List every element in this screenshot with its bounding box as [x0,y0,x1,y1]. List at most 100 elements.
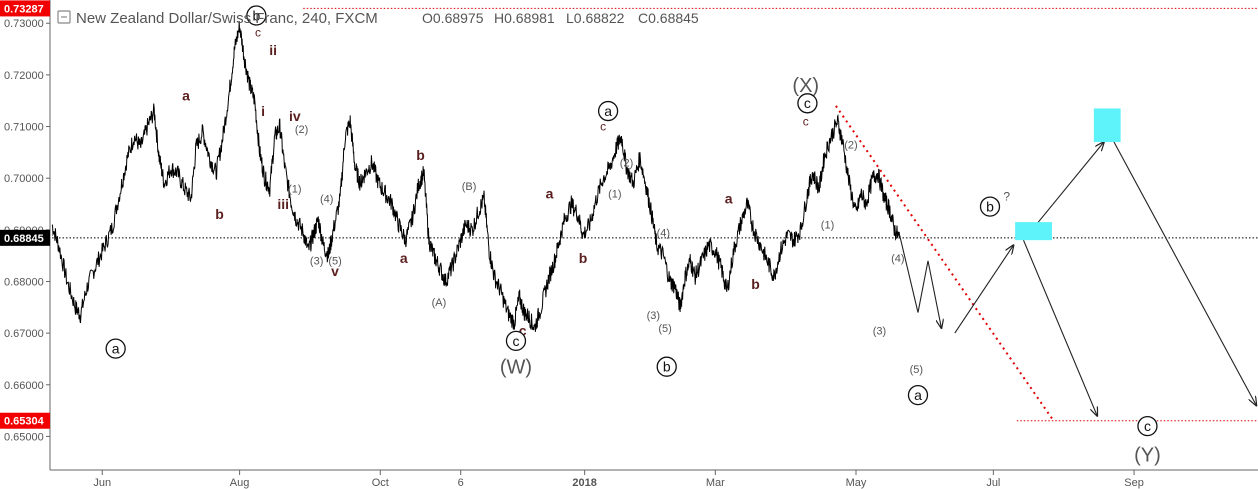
projection-arrow [954,245,1014,334]
y-tick-label: 0.71000 [4,122,44,134]
wave-label: (5) [910,364,923,376]
y-tick-label: 0.65000 [4,431,44,443]
x-tick-label: Jul [986,477,1000,489]
y-axis-ticks: 0.650000.660000.670000.680000.690000.700… [4,18,50,443]
x-tick-label: Oct [372,477,389,489]
wave-label: iv [289,108,301,124]
wave-label: (5) [658,323,671,335]
wave-label: (2) [620,158,633,170]
ohlc-l: L0.68822 [566,10,625,26]
x-axis-ticks: Jun Aug Oct 6 2018 Mar May Jul Sep [93,470,1144,489]
wave-label: v [331,263,339,279]
wave-label-circle [105,338,126,359]
wave-label: (A) [432,297,447,309]
wave-label: b [215,206,224,222]
wave-label: (2) [844,139,857,151]
price-tag-label: 0.68845 [4,233,44,245]
y-tick-label: 0.73000 [4,18,44,30]
wave-label: c [803,115,809,129]
wave-label: (Y) [1134,445,1161,467]
price-tags: 0.73287 0.68845 0.65304 [0,0,50,429]
wave-label-circle [1137,415,1158,437]
wave-label: a [182,87,190,103]
price-tag-box [0,412,50,429]
x-tick-label: Aug [230,477,250,489]
wave-label: b [579,250,588,266]
x-tick-label: Mar [706,477,725,489]
target-boxes [1015,108,1121,241]
wave-label: a [112,341,120,357]
x-tick-label: May [846,477,867,489]
price-line [51,21,901,332]
wave-label: a [914,387,922,403]
price-tag-box [0,0,50,17]
dotted-trend-line [835,105,1055,422]
chart-header: New Zealand Dollar/Swiss Franc, 240, FXC… [57,10,699,27]
y-tick-label: 0.72000 [4,70,44,82]
wave-label: (1) [288,183,301,195]
wave-label: a [400,250,408,266]
wave-label: (3) [647,310,660,322]
wave-label: (W) [500,357,532,379]
wave-label: (X) [792,75,819,97]
y-tick-label: 0.70000 [4,173,44,185]
wave-label: (1) [608,189,621,201]
wave-label-circle [797,93,818,114]
y-tick-label: 0.66000 [4,380,44,392]
wave-label: (3) [310,256,323,268]
wave-label: ii [269,42,277,58]
wave-label: (B) [462,181,477,193]
projection-arrow [899,234,942,328]
price-tag-box [0,229,50,246]
wave-label: c [255,26,261,40]
x-tick-label: Sep [1124,477,1144,489]
wave-label: a [546,186,554,202]
wave-label-circle [656,356,677,377]
wave-label: b [986,198,994,214]
wave-label: a [725,191,733,207]
ohlc-readout: O0.68975 H0.68981 L0.68822 C0.68845 [422,10,699,26]
wave-label-circle [505,330,527,352]
y-tick-label: 0.68000 [4,276,44,288]
wave-label: (4) [657,227,670,239]
target-box [1093,108,1121,143]
target-box [1015,222,1052,241]
wave-label: i [261,103,265,119]
wave-label: c [512,333,519,349]
x-tick-label: Jun [93,477,111,489]
wave-label-circle [246,5,267,26]
wave-label: b [751,276,760,292]
wave-label: (3) [873,325,886,337]
wave-label: c [519,322,527,338]
wave-label: b [252,7,260,23]
wave-label: (4) [891,253,904,265]
price-tag-label: 0.73287 [4,3,44,15]
wave-label-circle [597,100,619,122]
projection-arrow [1022,239,1098,416]
x-tick-label: 6 [458,477,464,489]
wave-label: c [600,120,606,134]
ohlc-c: C0.68845 [638,10,699,26]
wave-label-circle [907,384,929,406]
wave-label: a [604,103,612,119]
wave-label: iii [277,196,289,212]
wave-label-circle [979,196,1001,217]
wave-label: (5) [328,256,341,268]
projection-arrows [899,142,1257,416]
wave-label: c [1144,418,1151,434]
wave-label: b [663,359,671,375]
wave-label: b [416,147,425,163]
ohlc-o: O0.68975 [422,10,484,26]
wave-label: (2) [295,124,308,136]
wave-label: ? [1003,189,1010,203]
wave-label: (1) [821,220,834,232]
collapse-icon[interactable] [57,10,71,24]
ohlc-h: H0.68981 [494,10,555,26]
wave-label: (4) [320,194,333,206]
price-tag-label: 0.65304 [4,416,45,428]
trend-line-group [835,105,1055,422]
